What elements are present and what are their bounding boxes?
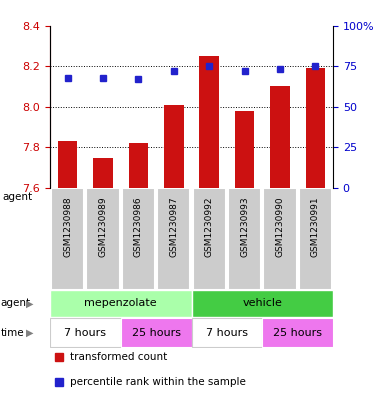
Bar (58, 141, 77, 188)
Text: GSM1230990: GSM1230990 (275, 196, 285, 257)
Bar (192, 290, 333, 317)
Bar (262, 318, 333, 347)
Bar (299, 188, 332, 290)
Bar (270, 86, 290, 188)
Text: GSM1230987: GSM1230987 (169, 196, 178, 257)
Bar (87, 188, 120, 290)
Bar (51, 188, 84, 290)
Text: 7 hours: 7 hours (64, 328, 106, 338)
Text: GSM1230993: GSM1230993 (240, 196, 249, 257)
Text: agent: agent (2, 191, 32, 202)
Text: GSM1230986: GSM1230986 (134, 196, 143, 257)
Bar (122, 188, 155, 290)
Text: vehicle: vehicle (242, 298, 282, 309)
Text: percentile rank within the sample: percentile rank within the sample (70, 376, 246, 387)
Bar (157, 188, 191, 290)
Bar (263, 188, 296, 290)
Bar (235, 111, 254, 188)
Bar (228, 188, 261, 290)
Text: agent: agent (1, 298, 31, 309)
Bar (192, 188, 226, 290)
Text: GSM1230992: GSM1230992 (205, 196, 214, 257)
Text: time: time (1, 328, 24, 338)
Bar (129, 143, 148, 188)
Text: GSM1230988: GSM1230988 (63, 196, 72, 257)
Text: time: time (0, 392, 1, 393)
Bar (50, 290, 192, 317)
Text: mepenzolate: mepenzolate (84, 298, 157, 309)
Bar (50, 318, 121, 347)
Bar (164, 105, 184, 188)
Bar (192, 318, 262, 347)
Text: ▶: ▶ (26, 328, 33, 338)
Text: 25 hours: 25 hours (273, 328, 322, 338)
Text: GSM1230989: GSM1230989 (99, 196, 108, 257)
Text: GSM1230991: GSM1230991 (311, 196, 320, 257)
Bar (306, 68, 325, 188)
Bar (199, 56, 219, 188)
Text: ▶: ▶ (26, 298, 33, 309)
Bar (94, 158, 113, 188)
Text: transformed count: transformed count (70, 353, 167, 362)
Bar (121, 318, 192, 347)
Text: 25 hours: 25 hours (132, 328, 181, 338)
Text: 7 hours: 7 hours (206, 328, 248, 338)
Text: GDS5057 / 10340621: GDS5057 / 10340621 (0, 392, 1, 393)
